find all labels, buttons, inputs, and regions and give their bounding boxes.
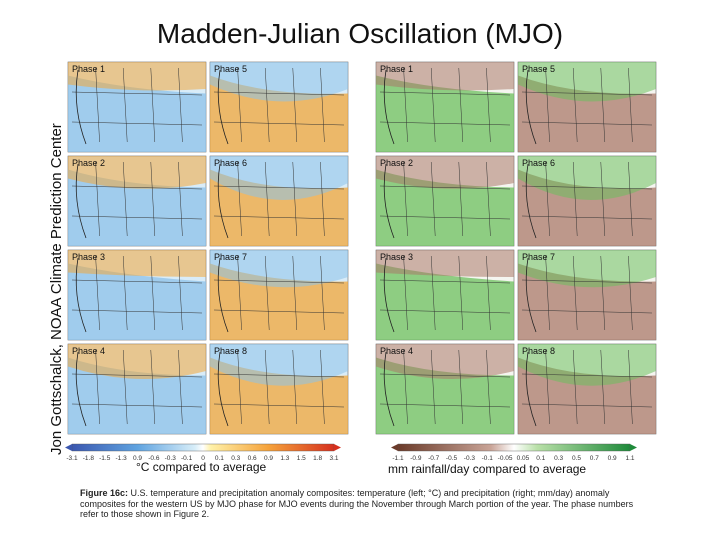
scale-tick-label: 0.9	[264, 455, 273, 462]
scale-tick-label: 0.1	[536, 455, 545, 462]
figure-caption: Figure 16c: U.S. temperature and precipi…	[80, 488, 650, 520]
panel-phase-label: Phase 2	[72, 158, 105, 168]
panel-phase-label: Phase 6	[522, 158, 555, 168]
scale-tick-label: 0.6	[248, 455, 257, 462]
scale-tick-label: -0.05	[498, 455, 513, 462]
precipitation-map-panel: Phase 4	[375, 343, 515, 435]
scale-tick-label: -1.1	[392, 455, 404, 462]
temperature-map-panel: Phase 6	[209, 155, 349, 247]
precipitation-map-panel: Phase 1	[375, 61, 515, 153]
scale-tick-label: 0	[201, 455, 205, 462]
scale-tick-label: 0.05	[517, 455, 530, 462]
precipitation-color-scale: -1.1 -0.9 -0.7 -0.5 -0.3 -0.1 -0.05 0.05 0.1 0.3 0…	[391, 443, 637, 462]
scale-tick-label: -0.3	[464, 455, 476, 462]
scale-tick-label: -0.6	[148, 455, 160, 462]
panel-phase-label: Phase 3	[72, 252, 105, 262]
scale-tick-label: 1.5	[297, 455, 306, 462]
page-title: Madden-Julian Oscillation (MJO)	[156, 18, 564, 49]
precipitation-map-panel: Phase 3	[375, 249, 515, 341]
scale-tick-label: 0.3	[231, 455, 240, 462]
scale-tick-label: -1.3	[116, 455, 128, 462]
panel-phase-label: Phase 2	[380, 158, 413, 168]
scale-tick-label: 0.9	[133, 455, 142, 462]
panel-phase-label: Phase 7	[522, 252, 555, 262]
scale-tick-label: 0.1	[215, 455, 224, 462]
panel-phase-label: Phase 4	[72, 346, 105, 356]
scale-tick-label: -3.1	[66, 455, 78, 462]
scale-tick-label: -0.7	[428, 455, 440, 462]
panel-phase-label: Phase 8	[214, 346, 247, 356]
scale-tick-label: -0.3	[165, 455, 177, 462]
precipitation-map-panel: Phase 7	[517, 249, 657, 341]
panel-phase-label: Phase 5	[522, 64, 555, 74]
panel-phase-label: Phase 4	[380, 346, 413, 356]
scale-tick-label: 1.1	[625, 455, 634, 462]
temperature-map-panel: Phase 3	[67, 249, 207, 341]
panel-phase-label: Phase 7	[214, 252, 247, 262]
panel-phase-label: Phase 1	[72, 64, 105, 74]
temperature-map-panel: Phase 4	[67, 343, 207, 435]
scale-tick-label: 1.3	[280, 455, 289, 462]
temperature-map-panel: Phase 2	[67, 155, 207, 247]
scale-tick-label: 0.9	[608, 455, 617, 462]
scale-tick-label: 3.1	[329, 455, 338, 462]
panel-phase-label: Phase 1	[380, 64, 413, 74]
temperature-map-panel: Phase 8	[209, 343, 349, 435]
temperature-map-panel: Phase 1	[67, 61, 207, 153]
caption-text: U.S. temperature and precipitation anoma…	[80, 488, 634, 519]
scale-tick-label: -0.9	[410, 455, 422, 462]
precipitation-map-panel: Phase 8	[517, 343, 657, 435]
precip-scale-label: mm rainfall/day compared to average	[388, 462, 587, 476]
temperature-color-scale: -3.1 -1.8 -1.5 -1.3 0.9 -0.6 -0.3 -0.1 0 0.1 0.3 0.…	[65, 443, 341, 462]
temperature-map-panel: Phase 5	[209, 61, 349, 153]
scale-tick-label: 0.7	[590, 455, 599, 462]
panel-phase-label: Phase 6	[214, 158, 247, 168]
scale-tick-label: 0.5	[572, 455, 581, 462]
precipitation-map-panel: Phase 6	[517, 155, 657, 247]
caption-bold: Figure 16c:	[80, 488, 129, 498]
panel-phase-label: Phase 8	[522, 346, 555, 356]
scale-tick-label: -0.1	[181, 455, 193, 462]
panel-phase-label: Phase 5	[214, 64, 247, 74]
temperature-map-panel: Phase 7	[209, 249, 349, 341]
scale-tick-label: 0.3	[554, 455, 563, 462]
scale-tick-label: 1.8	[313, 455, 322, 462]
scale-tick-label: -1.5	[99, 455, 111, 462]
scale-tick-label: -0.1	[482, 455, 494, 462]
temp-scale-label: °C compared to average	[136, 460, 267, 474]
precipitation-map-panel: Phase 2	[375, 155, 515, 247]
precipitation-map-panel: Phase 5	[517, 61, 657, 153]
panel-phase-label: Phase 3	[380, 252, 413, 262]
scale-tick-label: -1.8	[83, 455, 95, 462]
scale-tick-label: -0.5	[446, 455, 458, 462]
